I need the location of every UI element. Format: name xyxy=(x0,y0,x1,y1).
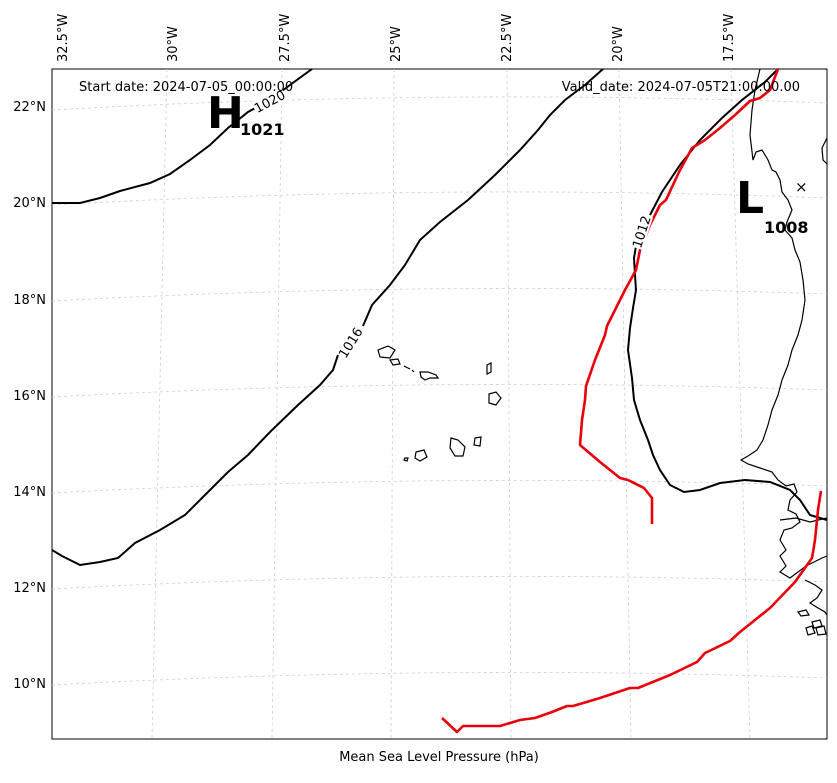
coastline-islands-bissagos xyxy=(796,609,827,636)
start-date: Start date: 2024-07-05_00:00:00 xyxy=(79,80,293,95)
isobar-1016 xyxy=(52,69,604,567)
lon-label: 17.5°W xyxy=(722,14,737,62)
lon-label: 30°W xyxy=(166,26,181,62)
latitude-labels: 22°N 20°N 18°N 16°N 14°N 12°N 10°N xyxy=(13,100,46,692)
low-letter: L xyxy=(736,173,764,224)
coastline-northeast xyxy=(821,137,827,165)
coastline-gambia xyxy=(779,517,827,523)
cape-verde-islands xyxy=(377,345,502,462)
x-axis-label: Mean Sea Level Pressure (hPa) xyxy=(339,750,539,765)
longitude-labels: 32.5°W 30°W 27.5°W 25°W 22.5°W 20°W 17.5… xyxy=(56,14,737,62)
coastline-africa xyxy=(739,69,827,579)
lat-label: 12°N xyxy=(13,581,46,596)
valid-date: Valid_date: 2024-07-05T21:00:00.00 xyxy=(562,80,800,95)
high-value: 1021 xyxy=(240,120,285,139)
lon-label: 25°W xyxy=(389,26,404,62)
lat-label: 20°N xyxy=(13,196,46,211)
high-pressure-center: H 1021 xyxy=(207,88,285,139)
track-south[interactable] xyxy=(441,490,823,734)
high-letter: H xyxy=(207,88,244,139)
lon-label: 27.5°W xyxy=(278,14,293,62)
low-marker: × xyxy=(795,178,808,196)
coastline-guinea xyxy=(804,579,827,616)
lat-label: 18°N xyxy=(13,293,46,308)
lat-label: 10°N xyxy=(13,677,46,692)
map-frame xyxy=(51,68,828,740)
lat-label: 22°N xyxy=(13,100,46,115)
lon-label: 22.5°W xyxy=(500,14,515,62)
track-north[interactable] xyxy=(578,69,780,524)
lat-label: 16°N xyxy=(13,389,46,404)
lon-label: 32.5°W xyxy=(56,14,71,62)
low-pressure-center: L 1008 xyxy=(736,173,809,237)
lon-label: 20°W xyxy=(611,26,626,62)
low-value: 1008 xyxy=(764,218,809,237)
lat-label: 14°N xyxy=(13,485,46,500)
isobar-1012 xyxy=(626,69,827,521)
